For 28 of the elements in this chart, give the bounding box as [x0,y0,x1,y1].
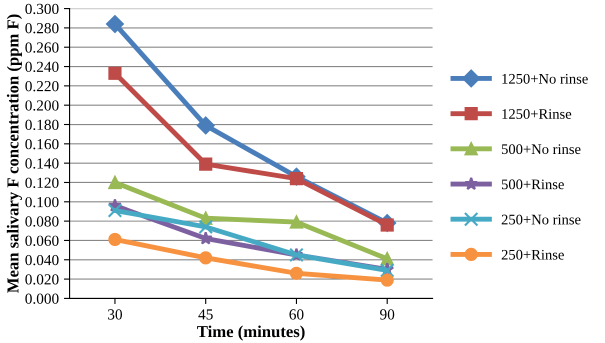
y-tick-label: 0.140 [25,158,59,169]
y-tick-label: 0.240 [25,62,59,72]
legend-label: 250+No rinse [502,214,580,224]
y-tick-label: 0.120 [25,178,59,188]
y-tick-label: 0.080 [25,216,59,227]
legend-label: 250+Rinse [502,250,564,260]
y-tick-label: 0.180 [25,120,59,130]
x-tick-label: 90 [380,309,394,320]
y-tick-label: 0.220 [25,81,59,92]
y-tick-label: 0.300 [25,4,59,14]
legend-label: 1250+No rinse [502,74,588,84]
y-tick-label: 0.260 [25,42,59,53]
x-tick-label: 60 [289,309,304,320]
x-tick-label: 30 [108,309,122,320]
legend-label: 1250+Rinse [502,109,572,119]
y-tick-label: 0.040 [25,254,59,266]
legend-label: 500+Rinse [502,179,564,190]
x-tick-label: 45 [198,309,213,320]
y-tick-label: 0.160 [25,138,59,150]
y-tick-label: 0.280 [25,23,59,34]
y-tick-label: 0.100 [25,196,59,208]
x-axis-title: Time (minutes) [197,325,305,341]
y-tick-label: 0.020 [25,274,59,285]
y-axis-title: Mean salivary F concentration (ppm F) [6,14,22,293]
y-tick-label: 0.060 [25,236,59,246]
legend-label: 500+No rinse [502,144,580,154]
y-tick-label: 0.000 [25,294,59,304]
y-tick-label: 0.200 [25,100,59,111]
